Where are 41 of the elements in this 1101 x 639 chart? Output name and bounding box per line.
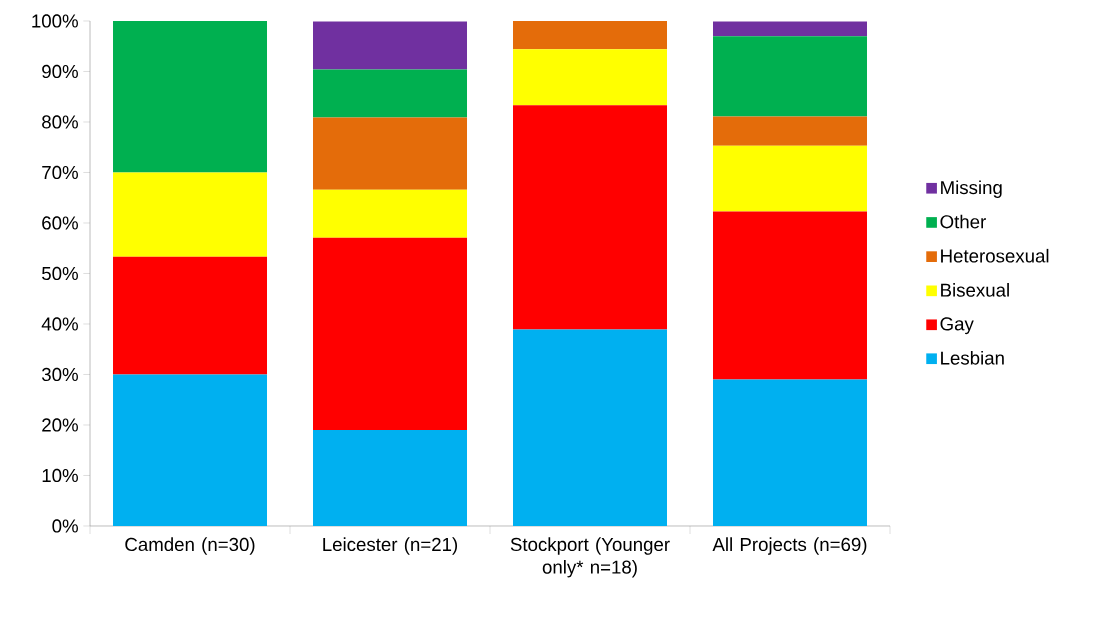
y-tick-label: 10% [42,468,78,483]
legend-label: Lesbian [941,350,1004,365]
legend-label: Other [940,214,986,229]
y-tick-label: 40% [41,317,78,331]
bar [713,211,867,380]
y-tick-label: 60% [42,216,78,230]
x-tick-label: Leicester (n=21) [323,537,458,555]
bar [513,49,667,106]
bar [513,20,667,50]
y-tick-label: 90% [42,64,78,79]
bar [113,374,268,526]
legend-label: Heterosexual [941,248,1049,263]
bar [513,329,667,526]
x-tick-label: All Projects (n=69) [712,537,867,555]
legend-label: Gay [940,317,974,335]
x-tick-label: Camden (n=30) [125,537,255,555]
y-tick-label: 100% [32,14,78,28]
bar [313,21,467,70]
bar [713,36,867,117]
y-tick-label: 80% [42,115,78,129]
bar [513,105,667,330]
bar [313,237,467,431]
y-tick-label: 0% [52,519,78,533]
bar [313,117,467,190]
bar [713,116,867,146]
x-tick-label: Stockport (Younger only* n=18) [510,537,670,578]
bar [113,20,268,173]
legend-label: Bisexual [941,283,1009,297]
bar [113,256,268,375]
bar [713,145,867,212]
bar [113,172,268,257]
y-tick-label: 20% [42,418,78,432]
bar [313,430,467,526]
y-tick-label: 30% [41,367,78,382]
bar [713,21,867,37]
bar [313,69,467,118]
y-tick-label: 50% [42,266,78,281]
bar [313,189,467,238]
legend-label: Missing [941,180,1002,198]
y-tick-label: 70% [42,165,78,180]
bar [713,379,867,526]
